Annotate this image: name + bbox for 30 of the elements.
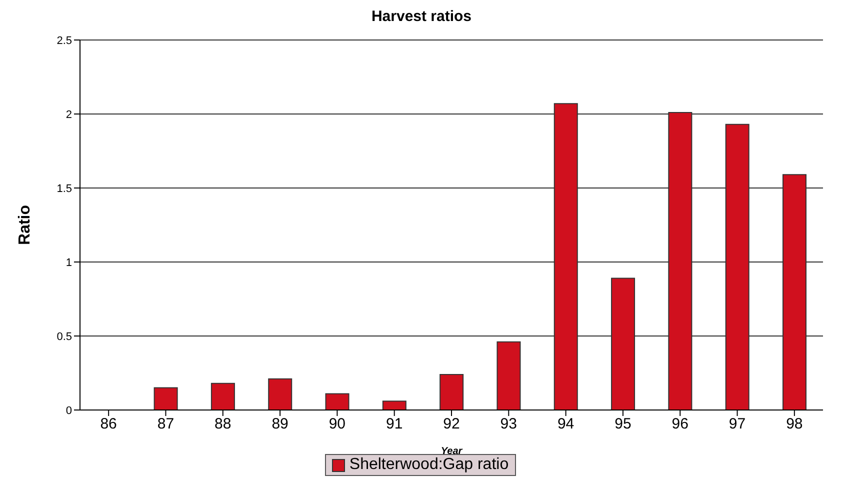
x-tick-label: 89 [272,416,288,433]
x-tick-label: 86 [100,416,117,433]
y-tick-label: 0 [66,404,72,417]
bar [496,341,521,410]
bar [325,393,350,410]
x-tick-label: 87 [157,416,174,433]
x-tick-label: 92 [443,416,460,433]
y-tick-label: 2.5 [56,34,72,47]
bar [440,374,464,410]
y-tick-label: 1.5 [56,182,72,195]
bar [154,387,178,410]
bar [268,378,292,410]
chart-title: Harvest ratios [370,8,473,27]
x-tick-label: 93 [500,416,517,433]
x-tick-label: 95 [614,416,632,433]
y-tick-label: 0.5 [56,330,72,343]
y-tick-label: 1 [66,256,72,269]
x-tick-label: 97 [728,416,746,433]
x-tick-label: 94 [557,416,574,433]
x-axis-title: Year [440,446,464,457]
bar [210,382,235,410]
legend-label: Shelterwood:Gap ratio [348,456,509,474]
y-tick-label: 2 [66,108,72,121]
y-axis-title: Ratio [16,204,34,245]
x-tick-label: 98 [786,416,803,433]
x-tick-label: 88 [214,416,232,433]
x-tick-label: 90 [328,416,346,433]
x-tick-label: 91 [386,416,403,433]
bar [382,400,406,410]
x-tick-label: 96 [672,416,688,433]
